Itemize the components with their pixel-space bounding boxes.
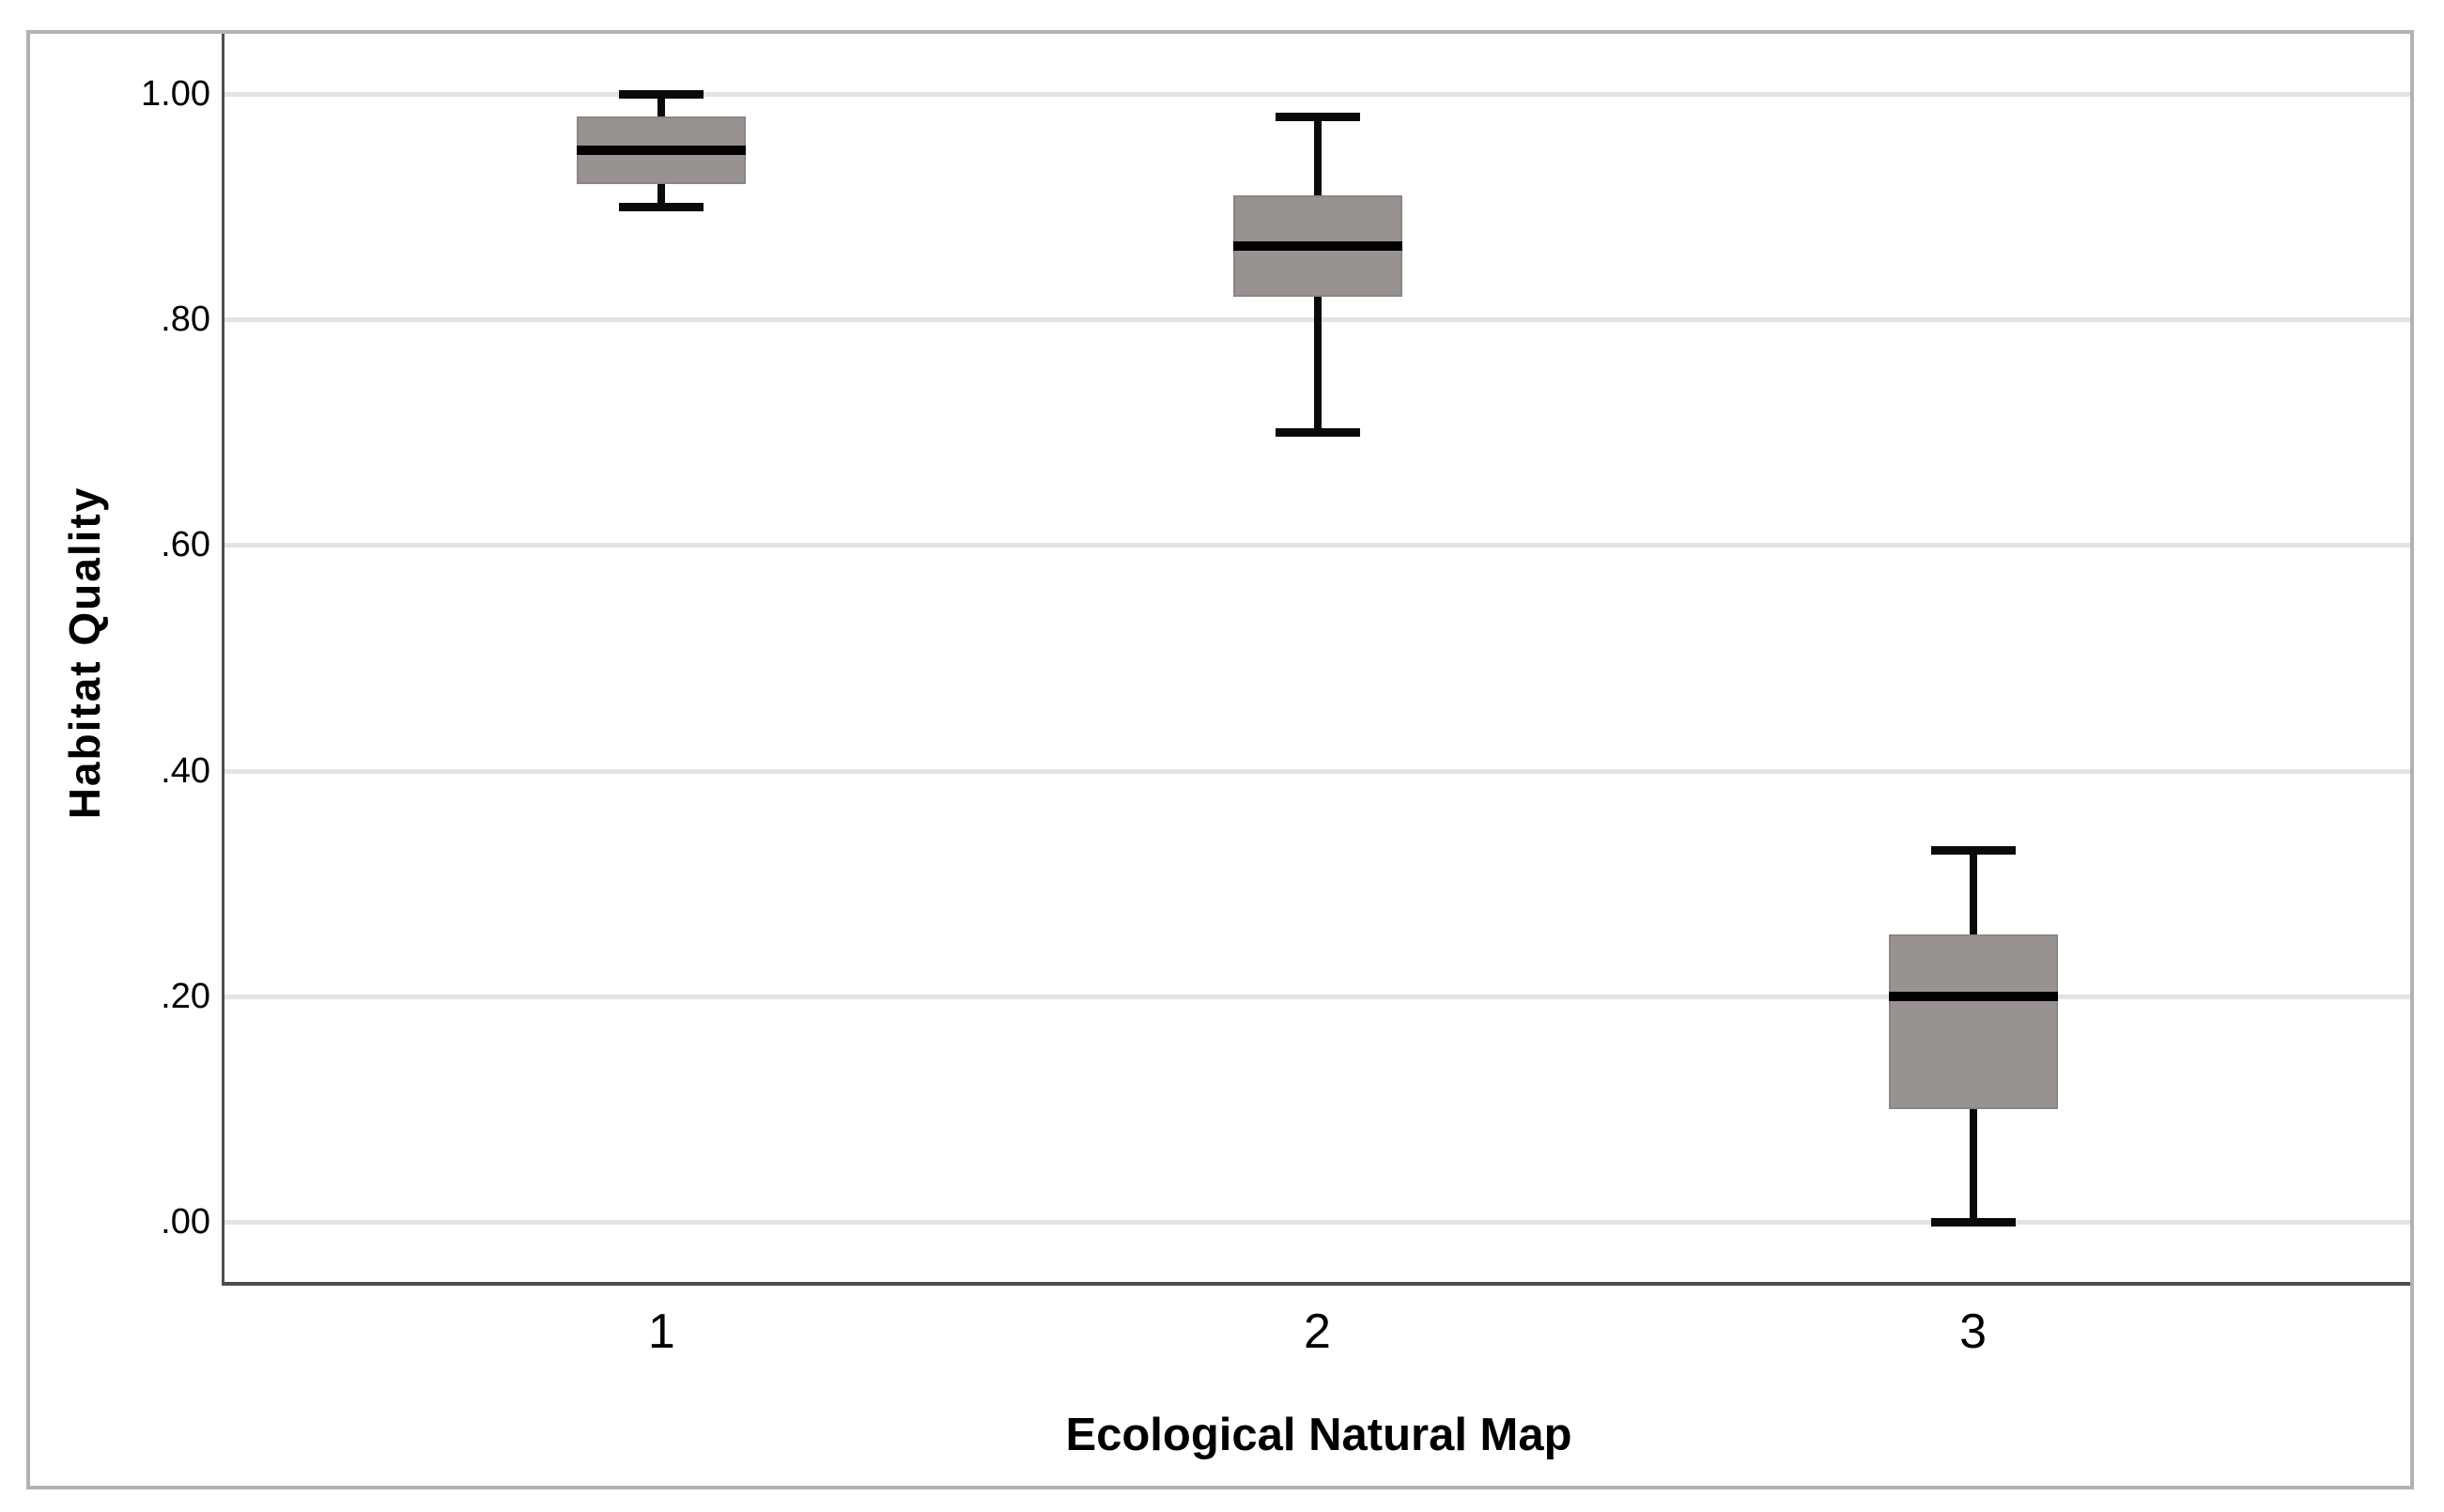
- median-line: [1232, 241, 1402, 252]
- median-line: [1888, 991, 2058, 1001]
- y-tick-label: .40: [161, 750, 210, 791]
- y-tick-label: .20: [161, 976, 210, 1016]
- upper-whisker-line: [1313, 116, 1322, 196]
- y-tick-label: .80: [161, 300, 210, 340]
- min-whisker-cap: [619, 203, 704, 212]
- x-tick-label: 2: [1304, 1304, 1331, 1359]
- gridline: [224, 994, 2410, 999]
- x-tick-label: 1: [647, 1304, 675, 1359]
- y-tick-label: .00: [161, 1202, 210, 1242]
- min-whisker-cap: [1930, 1218, 2016, 1227]
- gridline: [224, 1220, 2410, 1225]
- lower-whisker-line: [1969, 1108, 1977, 1222]
- y-axis-line: [222, 34, 224, 1286]
- lower-whisker-line: [657, 184, 666, 208]
- x-axis-line: [222, 1282, 2410, 1286]
- y-tick-label: 1.00: [141, 74, 210, 114]
- upper-whisker-line: [1969, 849, 1977, 934]
- max-whisker-cap: [619, 90, 704, 99]
- max-whisker-cap: [1275, 113, 1360, 122]
- upper-whisker-line: [657, 94, 666, 117]
- x-tick-label: 3: [1959, 1304, 1988, 1359]
- y-axis-title: Habitat Quality: [60, 486, 109, 820]
- figure-border-frame: [26, 30, 2414, 1489]
- gridline: [224, 768, 2410, 774]
- x-axis-title: Ecological Natural Map: [1065, 1410, 1572, 1460]
- median-line: [577, 146, 747, 156]
- lower-whisker-line: [1313, 297, 1322, 433]
- y-tick-label: .60: [161, 525, 210, 565]
- iqr-box: [1888, 933, 2058, 1109]
- gridline: [224, 92, 2410, 97]
- max-whisker-cap: [1930, 845, 2016, 855]
- min-whisker-cap: [1275, 428, 1360, 438]
- gridline: [224, 543, 2410, 548]
